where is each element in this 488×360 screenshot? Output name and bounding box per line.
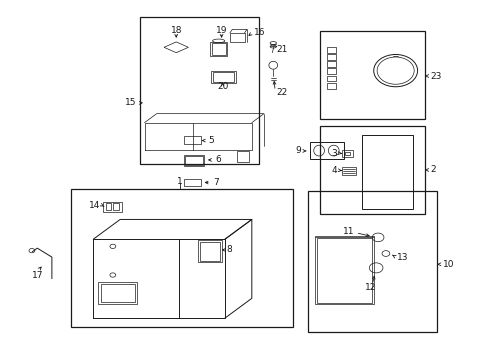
Bar	[101, 284, 135, 302]
Bar	[320, 31, 424, 119]
Text: 21: 21	[276, 45, 287, 54]
Text: 11: 11	[342, 228, 353, 237]
Bar	[327, 83, 335, 89]
Text: 7: 7	[212, 178, 218, 187]
Bar	[183, 155, 203, 166]
Bar	[327, 54, 335, 60]
Bar	[327, 76, 335, 81]
Bar	[103, 202, 122, 212]
Bar	[183, 136, 200, 144]
Text: 2: 2	[430, 166, 435, 175]
Text: 8: 8	[225, 246, 231, 255]
Text: 16: 16	[254, 28, 265, 37]
Bar	[71, 189, 293, 327]
Bar	[341, 150, 352, 157]
Text: 12: 12	[364, 283, 375, 292]
Text: 23: 23	[430, 72, 441, 81]
Bar	[327, 47, 335, 53]
Bar	[184, 156, 202, 165]
Bar	[237, 151, 249, 162]
Text: 4: 4	[331, 166, 336, 175]
Bar	[113, 203, 119, 211]
Bar	[140, 17, 259, 164]
Text: 6: 6	[215, 156, 221, 165]
Bar	[183, 179, 200, 186]
Text: 19: 19	[215, 26, 227, 35]
Text: 15: 15	[124, 98, 136, 107]
Bar	[315, 235, 373, 304]
Bar	[213, 72, 233, 82]
Text: 10: 10	[442, 260, 453, 269]
Bar	[307, 191, 436, 332]
Text: 1: 1	[177, 177, 183, 186]
Text: 5: 5	[207, 136, 213, 145]
Bar	[327, 61, 335, 67]
Text: 20: 20	[216, 82, 228, 91]
Bar	[211, 43, 225, 55]
Bar	[98, 282, 137, 304]
Bar	[316, 238, 371, 303]
Text: 3: 3	[331, 149, 336, 158]
Bar	[320, 126, 424, 214]
Bar	[198, 240, 221, 262]
Bar	[327, 68, 335, 74]
Text: 22: 22	[276, 87, 287, 96]
Text: 13: 13	[396, 253, 407, 262]
Text: 17: 17	[31, 270, 43, 279]
Bar	[341, 167, 355, 175]
Bar	[210, 42, 227, 56]
Text: 9: 9	[295, 147, 301, 156]
Bar	[310, 142, 344, 159]
Bar	[229, 33, 244, 42]
Text: 14: 14	[89, 201, 101, 210]
Bar	[105, 203, 111, 211]
Text: 18: 18	[170, 26, 182, 35]
Bar	[361, 135, 412, 209]
Bar	[211, 71, 235, 83]
Bar	[200, 242, 219, 261]
Bar	[344, 152, 349, 155]
